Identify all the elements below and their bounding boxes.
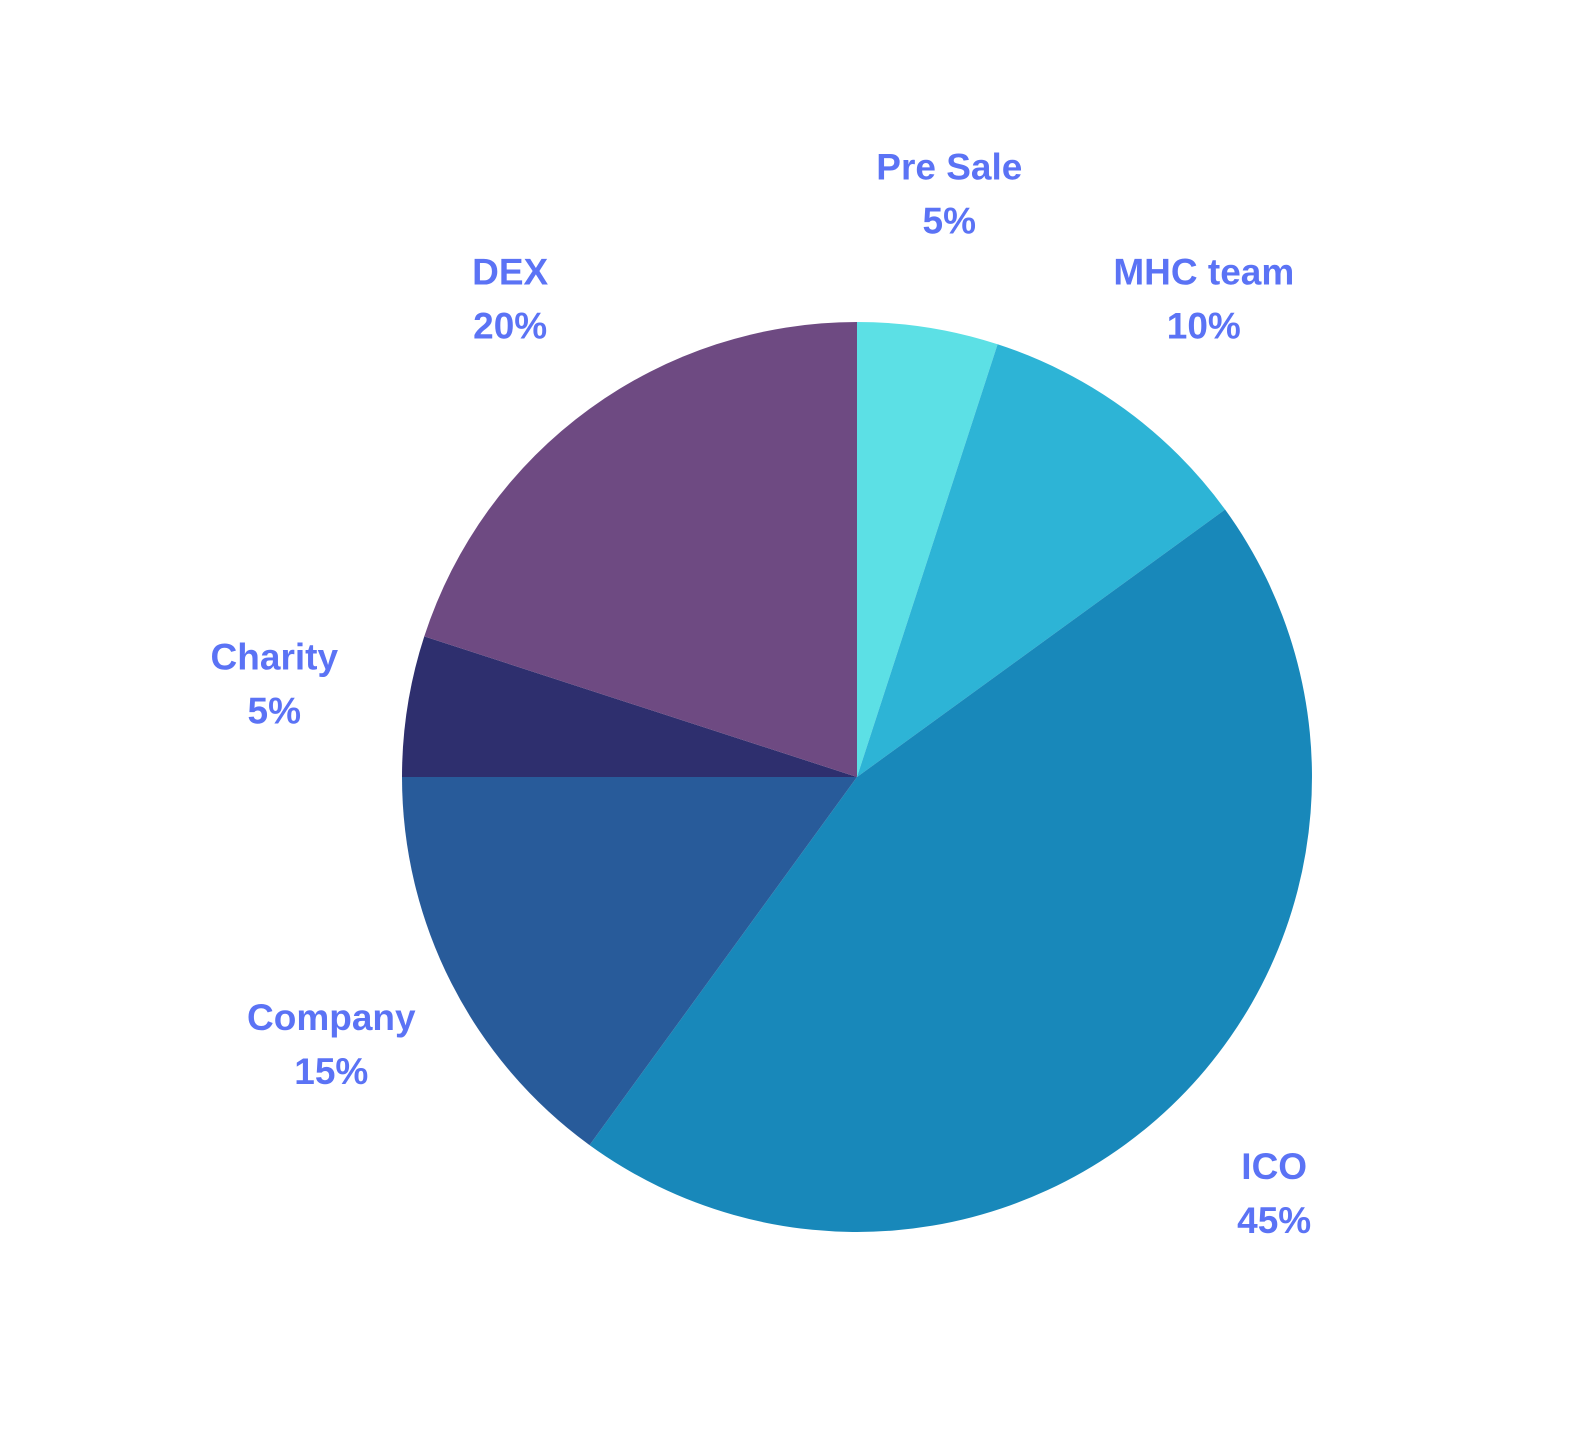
slice-label-dex: DEX (472, 252, 548, 293)
slice-value-mhc-team: 10% (1167, 306, 1241, 347)
pie-slices (402, 322, 1312, 1232)
pie-slice-pre-sale (857, 322, 998, 777)
slice-label-mhc-team: MHC team (1113, 252, 1294, 293)
pie-slice-charity (402, 636, 857, 777)
slice-value-ico: 45% (1237, 1200, 1311, 1241)
slice-value-charity: 5% (248, 691, 301, 732)
pie-labels: Pre Sale 5% MHC team 10% ICO 45% Company 15% Cha… (211, 146, 1312, 1241)
pie-slice-dex (424, 322, 857, 777)
slice-label-company: Company (247, 997, 416, 1038)
pie-slice-company (402, 777, 857, 1146)
slice-label-ico: ICO (1241, 1146, 1307, 1187)
slice-value-company: 15% (294, 1051, 368, 1092)
slice-value-dex: 20% (473, 306, 547, 347)
pie-slice-ico (589, 509, 1312, 1232)
slice-label-pre-sale: Pre Sale (876, 146, 1022, 187)
slice-value-pre-sale: 5% (923, 200, 976, 241)
pie-slice-mhc-team (857, 344, 1226, 777)
slice-label-charity: Charity (211, 637, 339, 678)
